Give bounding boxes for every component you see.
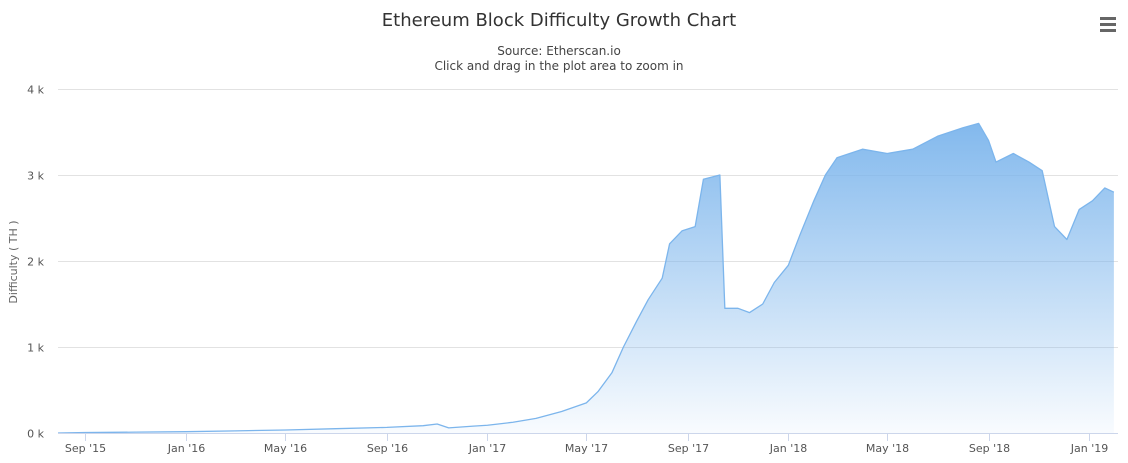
series-line (57, 122, 1115, 434)
y-tick-label: 4 k (27, 84, 44, 97)
zoom-hint: Click and drag in the plot area to zoom … (434, 59, 683, 73)
y-axis-title: Difficulty ( TH ) (7, 220, 20, 303)
y-tick-label: 1 k (27, 342, 44, 355)
x-tick-label: Sep '16 (367, 442, 408, 455)
y-tick-label: 2 k (27, 256, 44, 269)
x-tick-label: May '17 (565, 442, 608, 455)
x-tick-label: Jan '19 (1070, 442, 1108, 455)
hamburger-menu-icon[interactable] (1094, 12, 1122, 38)
y-tick-label: 3 k (27, 170, 44, 183)
y-axis: 0 k 1 k 2 k 3 k 4 k (27, 84, 44, 441)
plot-area[interactable] (57, 122, 1115, 434)
x-tick-label: Jan '16 (167, 442, 205, 455)
x-tick-label: May '16 (264, 442, 307, 455)
chart-title: Ethereum Block Difficulty Growth Chart (382, 10, 736, 31)
x-axis: Sep '15 Jan '16 May '16 Sep '16 Jan '17 May '… (58, 433, 1118, 455)
x-tick-label: Jan '17 (468, 442, 506, 455)
x-tick-label: Sep '17 (668, 442, 709, 455)
series-area (58, 123, 1114, 434)
x-tick-label: Jan '18 (769, 442, 807, 455)
x-tick-label: Sep '18 (969, 442, 1010, 455)
x-tick-label: Sep '15 (65, 442, 106, 455)
x-tick-label: May '18 (866, 442, 909, 455)
chart-subtitle: Source: Etherscan.io (497, 44, 621, 58)
y-tick-label: 0 k (27, 428, 44, 441)
